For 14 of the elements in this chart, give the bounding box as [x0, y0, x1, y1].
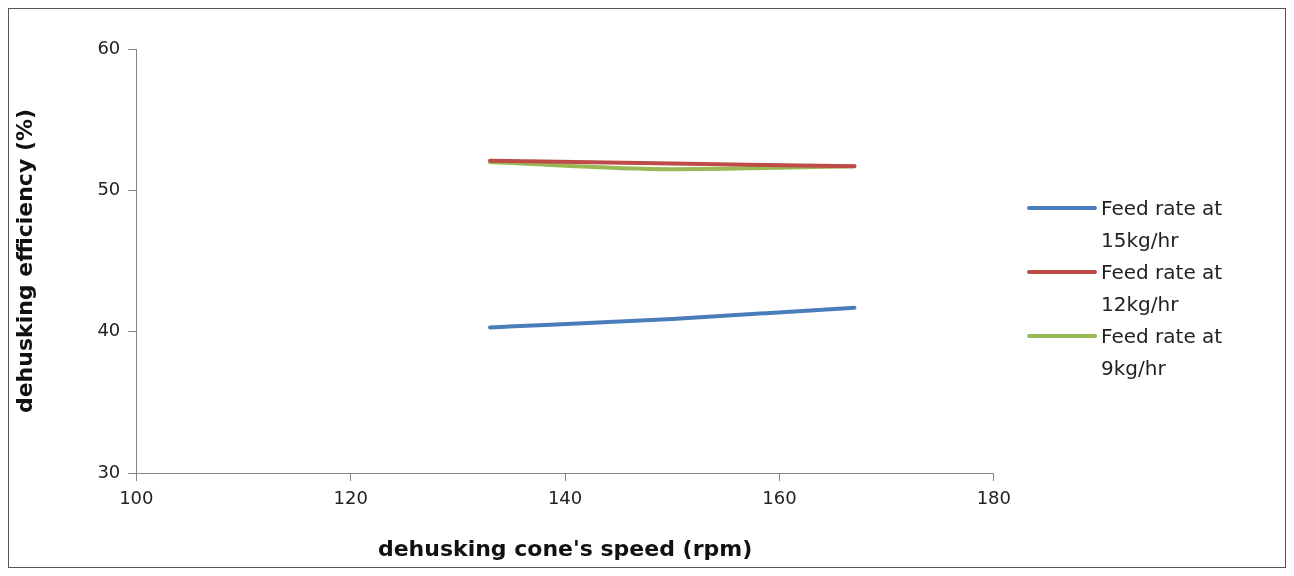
- x-tick-label: 100: [119, 487, 154, 509]
- legend-label: Feed rate at 12kg/hr: [1101, 259, 1224, 318]
- y-axis-title: dehusking efficiency (%): [11, 108, 37, 414]
- y-tick-label: 50: [97, 178, 121, 200]
- y-tick-label: 40: [97, 319, 121, 341]
- legend-label: Feed rate at 15kg/hr: [1101, 195, 1224, 254]
- x-tick-label: 160: [762, 487, 797, 509]
- y-tick-label: 30: [97, 460, 121, 482]
- x-axis-title: dehusking cone's speed (rpm): [377, 535, 753, 561]
- legend-label: Feed rate at 9kg/hr: [1101, 323, 1224, 382]
- x-tick-label: 120: [333, 487, 368, 509]
- x-tick-label: 180: [976, 487, 1011, 509]
- x-tick-label: 140: [547, 487, 583, 509]
- y-tick-label: 60: [97, 36, 121, 58]
